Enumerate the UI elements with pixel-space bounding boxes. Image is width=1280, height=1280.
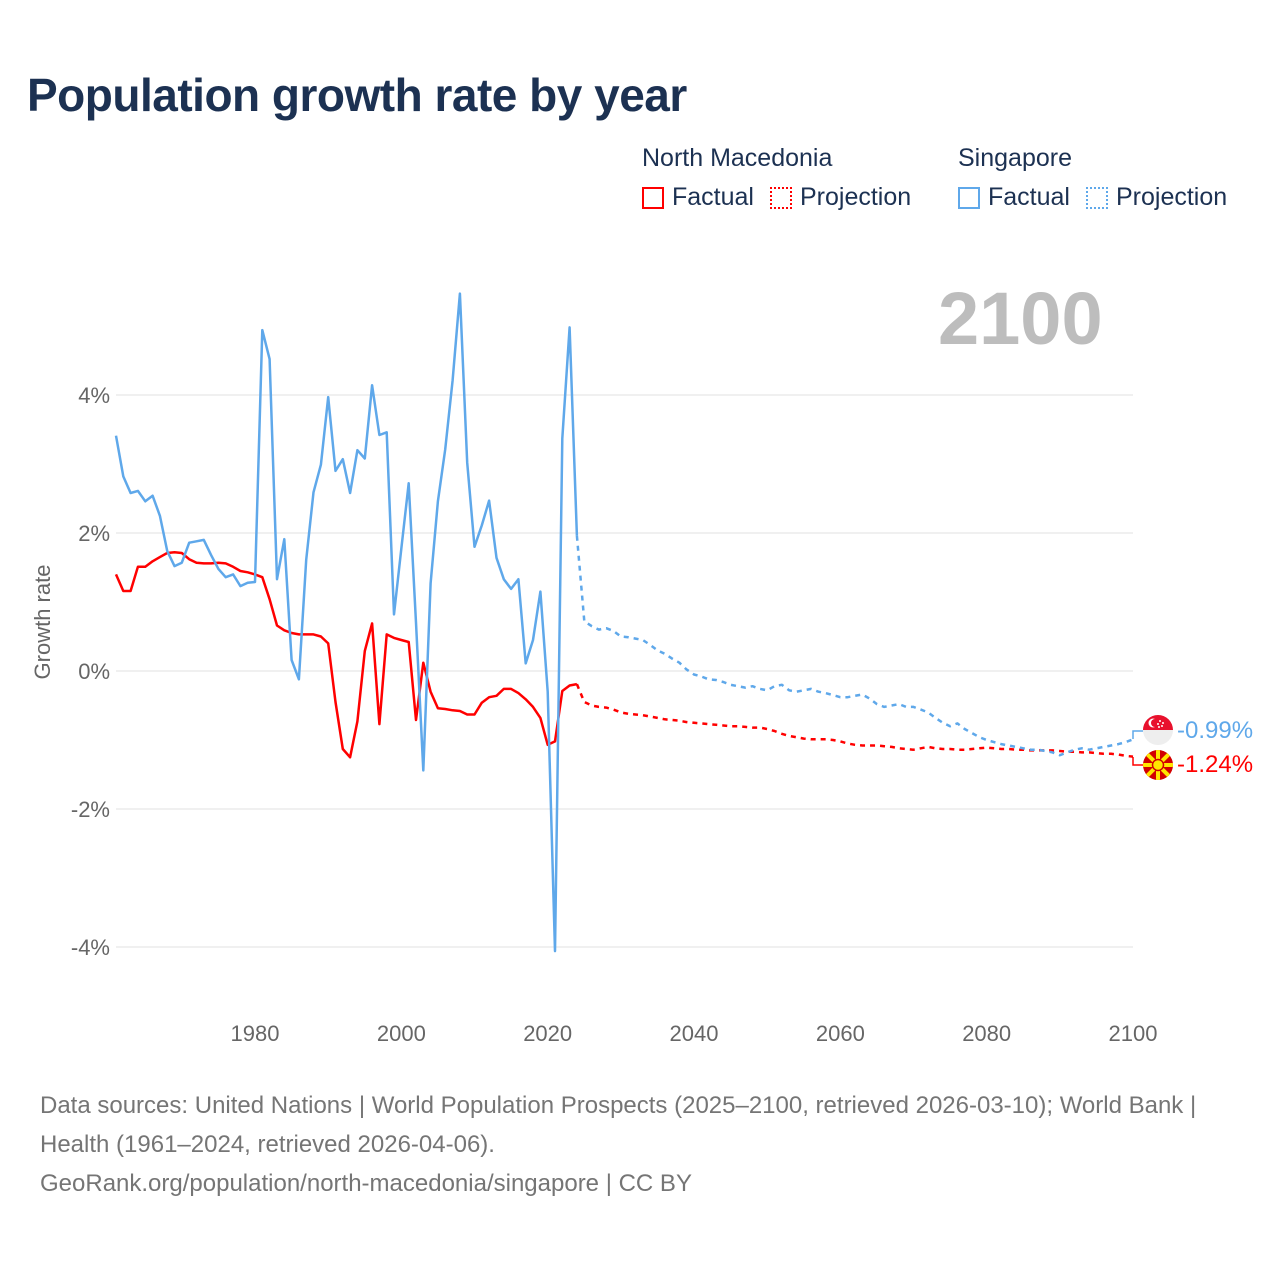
x-tick-label: 1980 bbox=[231, 1021, 280, 1046]
north-macedonia-factual-line bbox=[114, 551, 578, 759]
legend-swatch-solid bbox=[642, 186, 664, 209]
singapore-flag-icon bbox=[1143, 715, 1173, 745]
legend-north-macedonia: North Macedonia Factual Projection bbox=[642, 144, 927, 212]
x-tick-label: 2040 bbox=[670, 1021, 719, 1046]
chart-title: Population growth rate by year bbox=[27, 69, 687, 121]
y-tick-label: 2% bbox=[78, 521, 110, 546]
data-sources: Data sources: United Nations | World Pop… bbox=[40, 1092, 1197, 1158]
footer: Data sources: United Nations | World Pop… bbox=[40, 1086, 1240, 1203]
y-tick-label: -4% bbox=[71, 935, 110, 960]
legend-swatch-dotted bbox=[1085, 186, 1108, 209]
legend-item-projection[interactable]: Projection bbox=[1085, 183, 1228, 212]
legend-label: Factual bbox=[988, 183, 1070, 211]
north-macedonia-flag-icon bbox=[1143, 750, 1173, 780]
y-tick-label: -2% bbox=[71, 797, 110, 822]
singapore-projection-line bbox=[575, 535, 1134, 757]
source-link[interactable]: GeoRank.org/population/north-macedonia/s… bbox=[40, 1170, 692, 1197]
legend-group-label: North Macedonia bbox=[642, 144, 833, 172]
singapore-end-connector bbox=[1132, 730, 1143, 739]
y-tick-label: 4% bbox=[78, 383, 110, 408]
x-tick-label: 2100 bbox=[1109, 1021, 1158, 1046]
x-tick-label: 2080 bbox=[962, 1021, 1011, 1046]
singapore-factual-line bbox=[114, 292, 579, 953]
singapore-end-label: -0.99% bbox=[1177, 717, 1253, 744]
x-tick-label: 2060 bbox=[816, 1021, 865, 1046]
legend-swatch-dotted bbox=[769, 186, 792, 209]
north-macedonia-end-connector bbox=[1132, 757, 1143, 766]
x-tick-label: 2020 bbox=[523, 1021, 572, 1046]
current-year-indicator: 2100 bbox=[938, 277, 1103, 360]
legend-label: Projection bbox=[799, 183, 912, 211]
legend-item-factual[interactable]: Factual bbox=[958, 183, 1070, 212]
legend-item-factual[interactable]: Factual bbox=[642, 183, 754, 212]
legend-singapore: Singapore Factual Projection bbox=[958, 144, 1243, 212]
legend-item-projection[interactable]: Projection bbox=[769, 183, 912, 212]
legend-swatch-solid bbox=[958, 186, 980, 209]
legend-group-label: Singapore bbox=[958, 144, 1072, 172]
y-axis-label: Growth rate bbox=[30, 565, 55, 680]
y-tick-label: 0% bbox=[78, 659, 110, 684]
north-macedonia-end-label: -1.24% bbox=[1177, 751, 1253, 778]
legend-label: Projection bbox=[1115, 183, 1228, 211]
x-tick-label: 2000 bbox=[377, 1021, 426, 1046]
legend-label: Factual bbox=[672, 183, 754, 211]
north-macedonia-projection-line bbox=[575, 683, 1134, 758]
